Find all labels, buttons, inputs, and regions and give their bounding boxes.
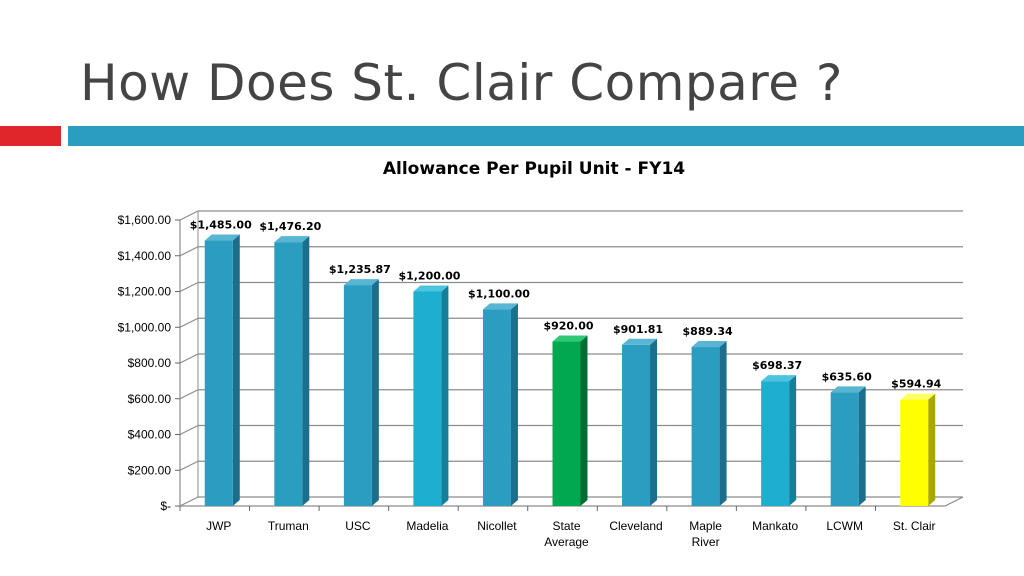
bar-front — [830, 392, 859, 506]
data-label: $594.94 — [891, 378, 941, 391]
y-axis: $- $200.00 $400.00 $600.00 $800.00 $1,000.00 $… — [118, 213, 180, 513]
data-label: $1,100.00 — [468, 287, 530, 300]
category-label: Maple — [689, 519, 722, 533]
bar-front — [900, 399, 929, 506]
category-label: Truman — [268, 519, 309, 533]
bar-top — [413, 285, 449, 292]
gridline-side — [179, 496, 199, 507]
y-tick-label: $600.00 — [128, 392, 172, 406]
y-tick-label: $1,600.00 — [118, 213, 172, 227]
bar-top — [622, 338, 658, 345]
data-labels: $1,485.00 $1,476.20 $1,235.87 $1,200.00 $1,1… — [190, 219, 942, 391]
bar-front — [552, 341, 581, 506]
bar — [413, 285, 449, 506]
bar — [830, 386, 866, 506]
data-label: $920.00 — [543, 320, 593, 333]
bar — [482, 303, 518, 506]
bar-top — [900, 393, 936, 400]
bar — [204, 234, 240, 506]
data-label: $1,200.00 — [398, 270, 460, 283]
category-label: Mankato — [752, 519, 798, 533]
x-axis: JWP Truman USC Madelia Nicollet State Average C… — [179, 506, 936, 549]
bar-side — [371, 279, 379, 506]
category-label: River — [692, 535, 720, 549]
category-label: JWP — [206, 519, 231, 533]
chart-title: Allowance Per Pupil Unit - FY14 — [383, 159, 685, 179]
data-label: $901.81 — [613, 323, 663, 336]
bar-side — [441, 285, 449, 506]
bar-front — [622, 344, 651, 506]
bar-side — [232, 234, 240, 506]
data-label: $635.60 — [822, 370, 872, 383]
bar-top — [343, 279, 379, 286]
bar-top — [204, 234, 240, 241]
category-label: State — [552, 519, 580, 533]
data-label: $889.34 — [683, 325, 733, 338]
data-label: $698.37 — [752, 359, 802, 372]
bar-side — [928, 393, 936, 506]
bar-chart: Allowance Per Pupil Unit - FY14 $- $200.0… — [118, 159, 964, 549]
gridline-side — [179, 317, 199, 328]
bar — [691, 341, 727, 506]
bar-side — [650, 338, 658, 506]
bar — [343, 279, 379, 506]
data-label: $1,485.00 — [190, 219, 252, 232]
bar-front — [482, 309, 511, 506]
bar — [274, 236, 310, 506]
category-label: Average — [544, 535, 589, 549]
data-label: $1,476.20 — [259, 220, 321, 233]
y-tick-label: $400.00 — [128, 428, 172, 442]
data-label: $1,235.87 — [329, 263, 391, 276]
bar-side — [719, 341, 727, 506]
bar-side — [302, 236, 310, 506]
bar — [761, 375, 797, 506]
bar-top — [761, 375, 797, 382]
bar — [552, 335, 588, 506]
category-label: USC — [345, 519, 371, 533]
bar-front — [691, 347, 720, 506]
y-tick-label: $- — [160, 499, 171, 513]
y-tick-label: $1,200.00 — [118, 285, 172, 299]
category-label: Madelia — [406, 519, 448, 533]
bar-side — [510, 303, 518, 506]
gridline-side — [179, 424, 199, 436]
bar-top — [691, 341, 727, 348]
bar-top — [830, 386, 866, 393]
bar-top — [482, 303, 518, 310]
bars — [204, 234, 936, 506]
bar — [900, 393, 936, 506]
y-tick-label: $1,000.00 — [118, 320, 172, 334]
bar — [622, 338, 658, 506]
gridline-side — [179, 281, 199, 293]
bar-front — [761, 381, 790, 506]
bar-side — [789, 375, 797, 506]
bar-front — [204, 240, 233, 506]
bar-side — [580, 335, 588, 506]
bar-front — [274, 242, 303, 506]
bar-top — [552, 335, 588, 342]
category-label: Cleveland — [609, 519, 662, 533]
gridline-side — [179, 353, 199, 364]
gridline-side — [179, 210, 199, 221]
gridline-side — [179, 460, 199, 471]
gridline-side — [179, 389, 199, 400]
gridline-side — [179, 246, 199, 257]
y-tick-label: $200.00 — [128, 463, 172, 477]
y-tick-label: $800.00 — [128, 356, 172, 370]
title-accent-red — [0, 126, 61, 146]
y-tick-label: $1,400.00 — [118, 249, 172, 263]
bar-front — [343, 285, 372, 506]
slide-title: How Does St. Clair Compare ? — [80, 54, 843, 112]
bar-side — [858, 386, 866, 506]
bar-top — [274, 236, 310, 243]
category-label: LCWM — [826, 519, 863, 533]
title-accent-blue — [68, 126, 1024, 146]
category-label: Nicollet — [477, 519, 517, 533]
bar-front — [413, 291, 442, 506]
category-label: St. Clair — [893, 519, 936, 533]
